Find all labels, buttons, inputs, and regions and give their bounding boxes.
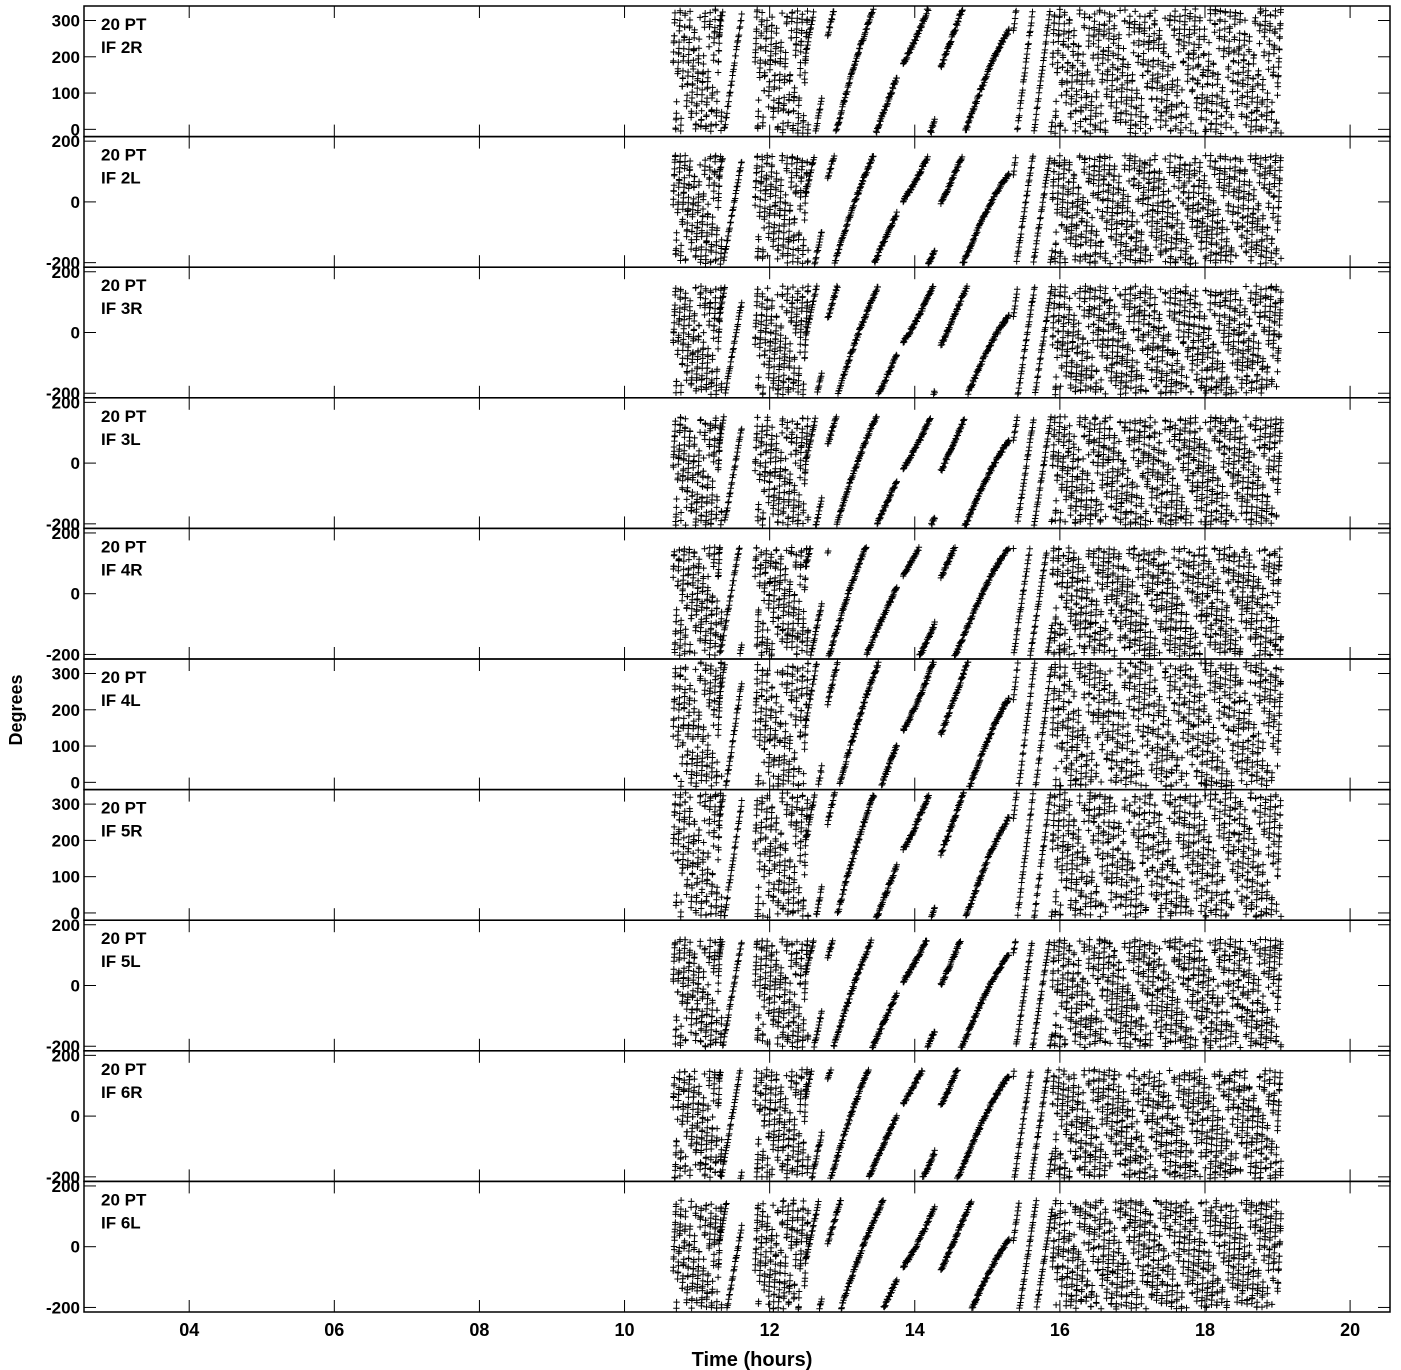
panel-if-5r: 0 100 200 300 20 PT IF 5R — [52, 788, 1391, 923]
panel-frame — [83, 5, 1391, 138]
panel-if-6r: -200 0 200 20 PT IF 6R — [46, 1046, 1391, 1187]
y-tick-label: 0 — [71, 773, 80, 792]
y-tick-label: 200 — [52, 132, 80, 151]
y-tick-label: 0 — [71, 454, 80, 473]
panel-label-if: IF 2R — [101, 38, 143, 57]
y-tick-label: -200 — [46, 1168, 80, 1187]
panel-label-source: 20 PT — [101, 537, 147, 556]
data-points — [670, 1066, 1285, 1182]
panel-label-if: IF 4R — [101, 560, 143, 579]
y-tick-label: 200 — [52, 48, 80, 67]
data-points — [670, 5, 1285, 137]
panel-label-if: IF 6L — [101, 1213, 141, 1232]
panel-label-if: IF 3R — [101, 299, 143, 318]
data-points — [670, 282, 1285, 398]
y-tick-label: 200 — [52, 1177, 80, 1196]
y-tick-label: 200 — [52, 831, 80, 850]
y-tick-label: -200 — [46, 645, 80, 664]
x-tick-label: 06 — [324, 1320, 344, 1340]
y-tick-label: -200 — [46, 1298, 80, 1317]
y-axis-label: Degrees — [6, 674, 26, 745]
x-tick-label: 20 — [1340, 1320, 1360, 1340]
y-tick-label: -200 — [46, 384, 80, 403]
y-tick-label: 200 — [52, 393, 80, 412]
y-tick-label: -200 — [46, 515, 80, 534]
y-tick-label: 200 — [52, 916, 80, 935]
data-points — [670, 152, 1285, 268]
y-tick-label: 300 — [52, 795, 80, 814]
panel-label-source: 20 PT — [101, 799, 147, 818]
x-tick-label: 14 — [905, 1320, 925, 1340]
panel-label-if: IF 5L — [101, 952, 141, 971]
data-points — [670, 1197, 1285, 1313]
x-tick-label: 04 — [179, 1320, 199, 1340]
y-tick-label: 100 — [52, 868, 80, 887]
y-tick-label: 0 — [71, 1107, 80, 1126]
y-tick-label: 0 — [71, 120, 80, 139]
panel-label-source: 20 PT — [101, 1060, 147, 1079]
data-points — [670, 789, 1285, 921]
y-tick-label: 300 — [52, 12, 80, 31]
x-tick-label: 18 — [1195, 1320, 1215, 1340]
data-points — [670, 413, 1285, 529]
panel-label-if: IF 4L — [101, 691, 141, 710]
panel-label-if: IF 5R — [101, 822, 143, 841]
panel-label-if: IF 2L — [101, 169, 141, 188]
y-tick-label: 100 — [52, 84, 80, 103]
x-tick-label: 08 — [469, 1320, 489, 1340]
panel-label-source: 20 PT — [101, 1190, 147, 1209]
y-tick-label: 300 — [52, 665, 80, 684]
panel-if-2l: -200 0 200 20 PT IF 2L — [46, 132, 1391, 273]
x-axis-label: Time (hours) — [692, 1349, 813, 1370]
panel-label-source: 20 PT — [101, 929, 147, 948]
panel-if-3r: -200 0 200 20 PT IF 3R — [46, 263, 1391, 403]
panel-label-source: 20 PT — [101, 146, 147, 165]
x-tick-label: 12 — [760, 1320, 780, 1340]
panel-if-4l: 0 100 200 300 20 PT IF 4L — [52, 658, 1391, 792]
data-points — [670, 935, 1285, 1051]
y-tick-label: 100 — [52, 737, 80, 756]
panel-if-6l: -200 0 200 20 PT IF 6L — [46, 1177, 1391, 1317]
panel-if-2r: 0 100 200 300 20 PT IF 2R — [52, 5, 1391, 139]
y-tick-label: 0 — [71, 904, 80, 923]
y-tick-label: 0 — [71, 977, 80, 996]
y-tick-label: 0 — [71, 193, 80, 212]
data-points — [670, 658, 1285, 790]
panel-label-source: 20 PT — [101, 668, 147, 687]
x-tick-label: 16 — [1050, 1320, 1070, 1340]
y-tick-label: -200 — [46, 254, 80, 273]
data-points — [670, 544, 1285, 660]
panel-label-source: 20 PT — [101, 15, 147, 34]
y-tick-label: 200 — [52, 1046, 80, 1065]
y-tick-label: 200 — [52, 701, 80, 720]
y-tick-label: 0 — [71, 585, 80, 604]
x-axis: 04 06 08 10 12 14 16 18 20 — [179, 1320, 1360, 1340]
panel-if-5l: -200 0 200 20 PT IF 5L — [46, 916, 1391, 1056]
panel-label-source: 20 PT — [101, 276, 147, 295]
y-tick-label: 200 — [52, 263, 80, 282]
panel-frame — [83, 919, 1391, 1052]
y-tick-label: 0 — [71, 324, 80, 343]
panel-if-3l: -200 0 200 20 PT IF 3L — [46, 393, 1391, 534]
y-tick-label: 0 — [71, 1238, 80, 1257]
panel-if-4r: -200 0 200 20 PT IF 4R — [46, 524, 1391, 664]
panel-label-if: IF 6R — [101, 1083, 143, 1102]
panel-label-source: 20 PT — [101, 407, 147, 426]
panel-label-if: IF 3L — [101, 430, 141, 449]
y-tick-label: 200 — [52, 524, 80, 543]
panel-frame — [83, 788, 1391, 921]
y-tick-label: -200 — [46, 1037, 80, 1056]
x-tick-label: 10 — [615, 1320, 635, 1340]
